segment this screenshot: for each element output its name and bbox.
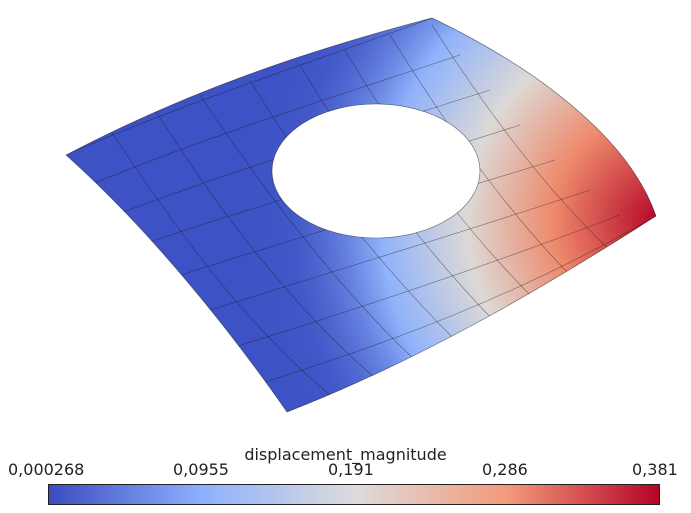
colorbar-title: displacement_magnitude: [244, 445, 447, 464]
colorbar-tick-4: 0,286: [482, 460, 528, 479]
colorbar-tick-min: 0,000268: [8, 460, 85, 479]
colorbar-tick-max: 0,381: [632, 460, 678, 479]
colorbar-tick-2: 0,0955: [173, 460, 229, 479]
colorbar-tick-3: 0,191: [328, 460, 374, 479]
plate-surface-render: [65, 17, 657, 413]
colorbar-gradient: [48, 484, 660, 505]
plate-hole: [271, 103, 481, 239]
